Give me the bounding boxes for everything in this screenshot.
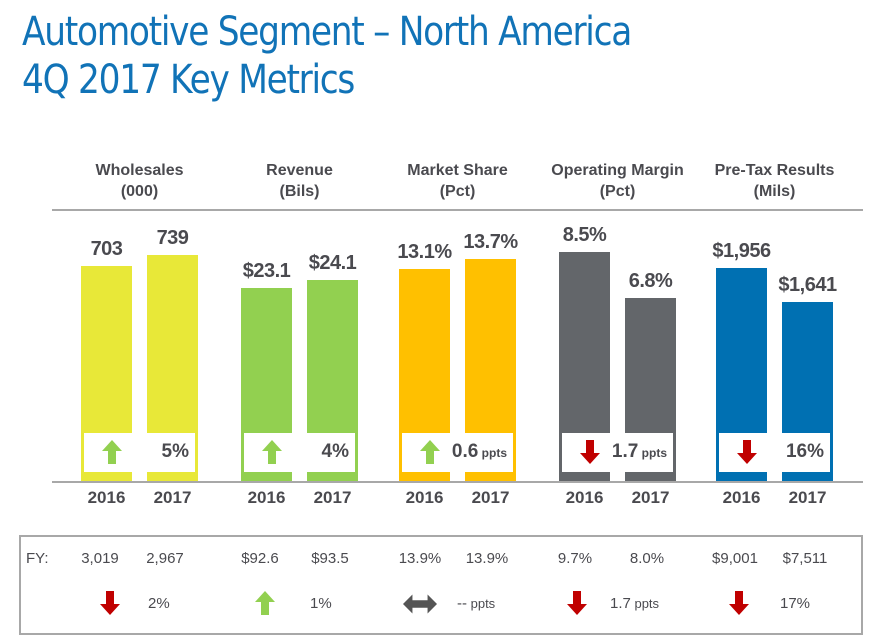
change-unit: ppts [638, 446, 667, 460]
change-value: 0.6 ppts [451, 441, 507, 462]
fy-change: 2% [148, 595, 170, 612]
panel-title: Pre-Tax Results [714, 162, 835, 179]
panel-title: Wholesales [95, 162, 184, 179]
panel-title: Market Share [407, 162, 508, 179]
panel-unit: (Pct) [439, 183, 476, 200]
value-label: $24.1 [308, 252, 357, 274]
year-label: 2016 [722, 488, 761, 507]
year-label: 2017 [788, 488, 827, 507]
value-label: 739 [156, 227, 189, 249]
fy-value: 9.7% [557, 550, 593, 567]
full-year-summary-box [19, 535, 863, 635]
value-label: 13.1% [397, 240, 452, 263]
panel-header-pretax: Pre-Tax Results (Mils) [700, 160, 850, 202]
year-label: 2016 [565, 488, 604, 507]
panel-unit: (Mils) [753, 183, 796, 200]
fy-change: 1.7 ppts [610, 595, 660, 612]
fy-label: FY: [26, 550, 49, 567]
panel-title: Operating Margin [551, 162, 684, 179]
fy-value: 2,967 [146, 550, 184, 567]
arrow-down-icon [580, 440, 600, 469]
panel-unit: (Bils) [279, 183, 320, 200]
page-title: Automotive Segment – North America 4Q 20… [22, 8, 632, 104]
arrow-up-icon [262, 440, 282, 469]
fy-arrow-up-icon [255, 591, 275, 620]
fy-change-unit: ppts [630, 596, 660, 611]
change-unit: ppts [478, 446, 507, 460]
arrow-down-icon [737, 440, 757, 469]
panel-title: Revenue [266, 162, 333, 179]
panel-header-market_share: Market Share (Pct) [383, 160, 533, 202]
year-label: 2017 [631, 488, 670, 507]
panel-header-revenue: Revenue (Bils) [225, 160, 375, 202]
value-label: 6.8% [628, 269, 673, 292]
change-box-market_share: 0.6 ppts [402, 433, 513, 472]
panel-header-wholesales: Wholesales (000) [65, 160, 215, 202]
change-box-pretax: 16% [719, 433, 830, 472]
value-label: $1,956 [712, 240, 771, 262]
fy-value: $9,001 [712, 550, 758, 567]
fy-value: $92.6 [241, 550, 279, 567]
fy-value: $7,511 [782, 550, 828, 567]
title-line-2: 4Q 2017 Key Metrics [22, 57, 355, 103]
value-label: 8.5% [562, 224, 607, 246]
change-value: 4% [321, 441, 349, 462]
arrow-up-icon [102, 440, 122, 469]
year-label: 2016 [247, 488, 286, 507]
fy-change-unit: ppts [467, 596, 496, 611]
change-value: 16% [785, 441, 824, 462]
year-label: 2017 [153, 488, 192, 507]
fy-arrow-down-icon [100, 591, 120, 620]
fy-value: 8.0% [629, 550, 665, 567]
change-box-operating_margin: 1.7 ppts [562, 433, 673, 472]
change-box-revenue: 4% [244, 433, 355, 472]
fy-arrow-down-icon [567, 591, 587, 620]
title-line-1: Automotive Segment – North America [22, 9, 632, 55]
value-label: $23.1 [242, 260, 291, 283]
header-divider [52, 209, 863, 211]
value-label: 13.7% [463, 231, 518, 253]
year-label: 2016 [405, 488, 444, 507]
baseline-divider [52, 481, 863, 483]
fy-value: $93.5 [311, 550, 349, 567]
fy-change: 17% [780, 595, 811, 612]
change-box-wholesales: 5% [84, 433, 195, 472]
year-label: 2016 [87, 488, 126, 507]
fy-value: 13.9% [398, 550, 442, 567]
value-label: $1,641 [778, 274, 837, 297]
value-label: 703 [90, 238, 123, 260]
panel-unit: (000) [120, 183, 159, 200]
panel-unit: (Pct) [599, 183, 636, 200]
fy-arrow-down-icon [729, 591, 749, 620]
fy-change: 1% [310, 595, 332, 612]
panel-header-operating_margin: Operating Margin (Pct) [543, 160, 693, 202]
fy-change: -- ppts [457, 595, 496, 612]
year-label: 2017 [313, 488, 352, 507]
year-label: 2017 [471, 488, 510, 507]
fy-arrow-flat-icon [403, 594, 437, 619]
fy-value: 3,019 [81, 550, 119, 567]
arrow-up-icon [420, 440, 440, 469]
change-value: 5% [161, 441, 189, 462]
change-value: 1.7 ppts [611, 441, 667, 462]
fy-value: 13.9% [465, 550, 509, 567]
